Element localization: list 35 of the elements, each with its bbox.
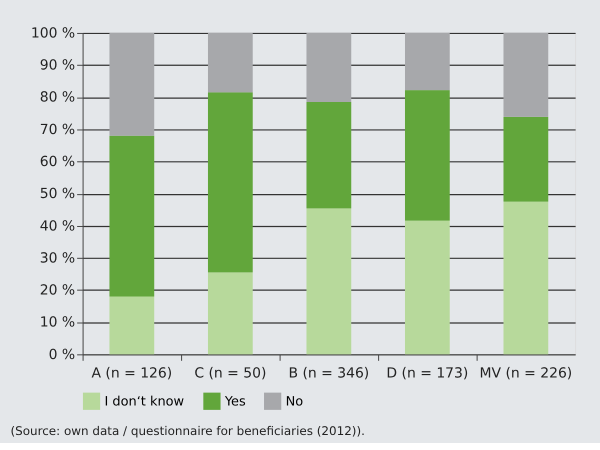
- bar: [503, 202, 548, 354]
- x-tick-label: A (n = 126): [91, 366, 172, 382]
- bar: [109, 32, 154, 136]
- x-tick-label: MV (n = 226): [479, 366, 572, 382]
- legend-label: No: [286, 394, 304, 410]
- bar: [306, 208, 352, 354]
- x-tick-label: B (n = 346): [288, 366, 370, 382]
- bar: [404, 90, 450, 221]
- x-tick-label: C (n = 50): [194, 366, 266, 382]
- y-tick-label: 60 %: [40, 154, 76, 170]
- bar: [109, 136, 154, 296]
- y-tick-label: 100 %: [30, 25, 76, 42]
- y-tick-label: 10 %: [40, 314, 76, 331]
- y-tick-label: 40 %: [40, 218, 76, 234]
- y-tick-label: 80 %: [40, 90, 76, 106]
- y-tick-label: 0 %: [48, 346, 76, 363]
- legend-label: I don‘t know: [104, 394, 185, 410]
- bar: [404, 220, 450, 354]
- bar: [208, 272, 253, 354]
- bar: [404, 32, 450, 90]
- y-tick-label: 50 %: [40, 186, 76, 202]
- bar: [208, 32, 253, 92]
- text: (Source: own data / questionnaire for beneficiaries (2012)).: [10, 424, 365, 438]
- bar: [503, 116, 548, 202]
- y-tick-label: 90 %: [40, 58, 76, 74]
- y-tick-label: 20 %: [40, 282, 76, 299]
- bar: [208, 92, 253, 272]
- bar: [306, 102, 352, 208]
- bar: [503, 32, 548, 117]
- legend-label: Yes: [224, 394, 246, 410]
- y-tick-label: 70 %: [40, 122, 76, 138]
- x-tick-label: D (n = 173): [386, 366, 468, 382]
- y-tick-label: 30 %: [40, 250, 76, 266]
- bar: [306, 32, 352, 102]
- bar: [109, 296, 154, 354]
